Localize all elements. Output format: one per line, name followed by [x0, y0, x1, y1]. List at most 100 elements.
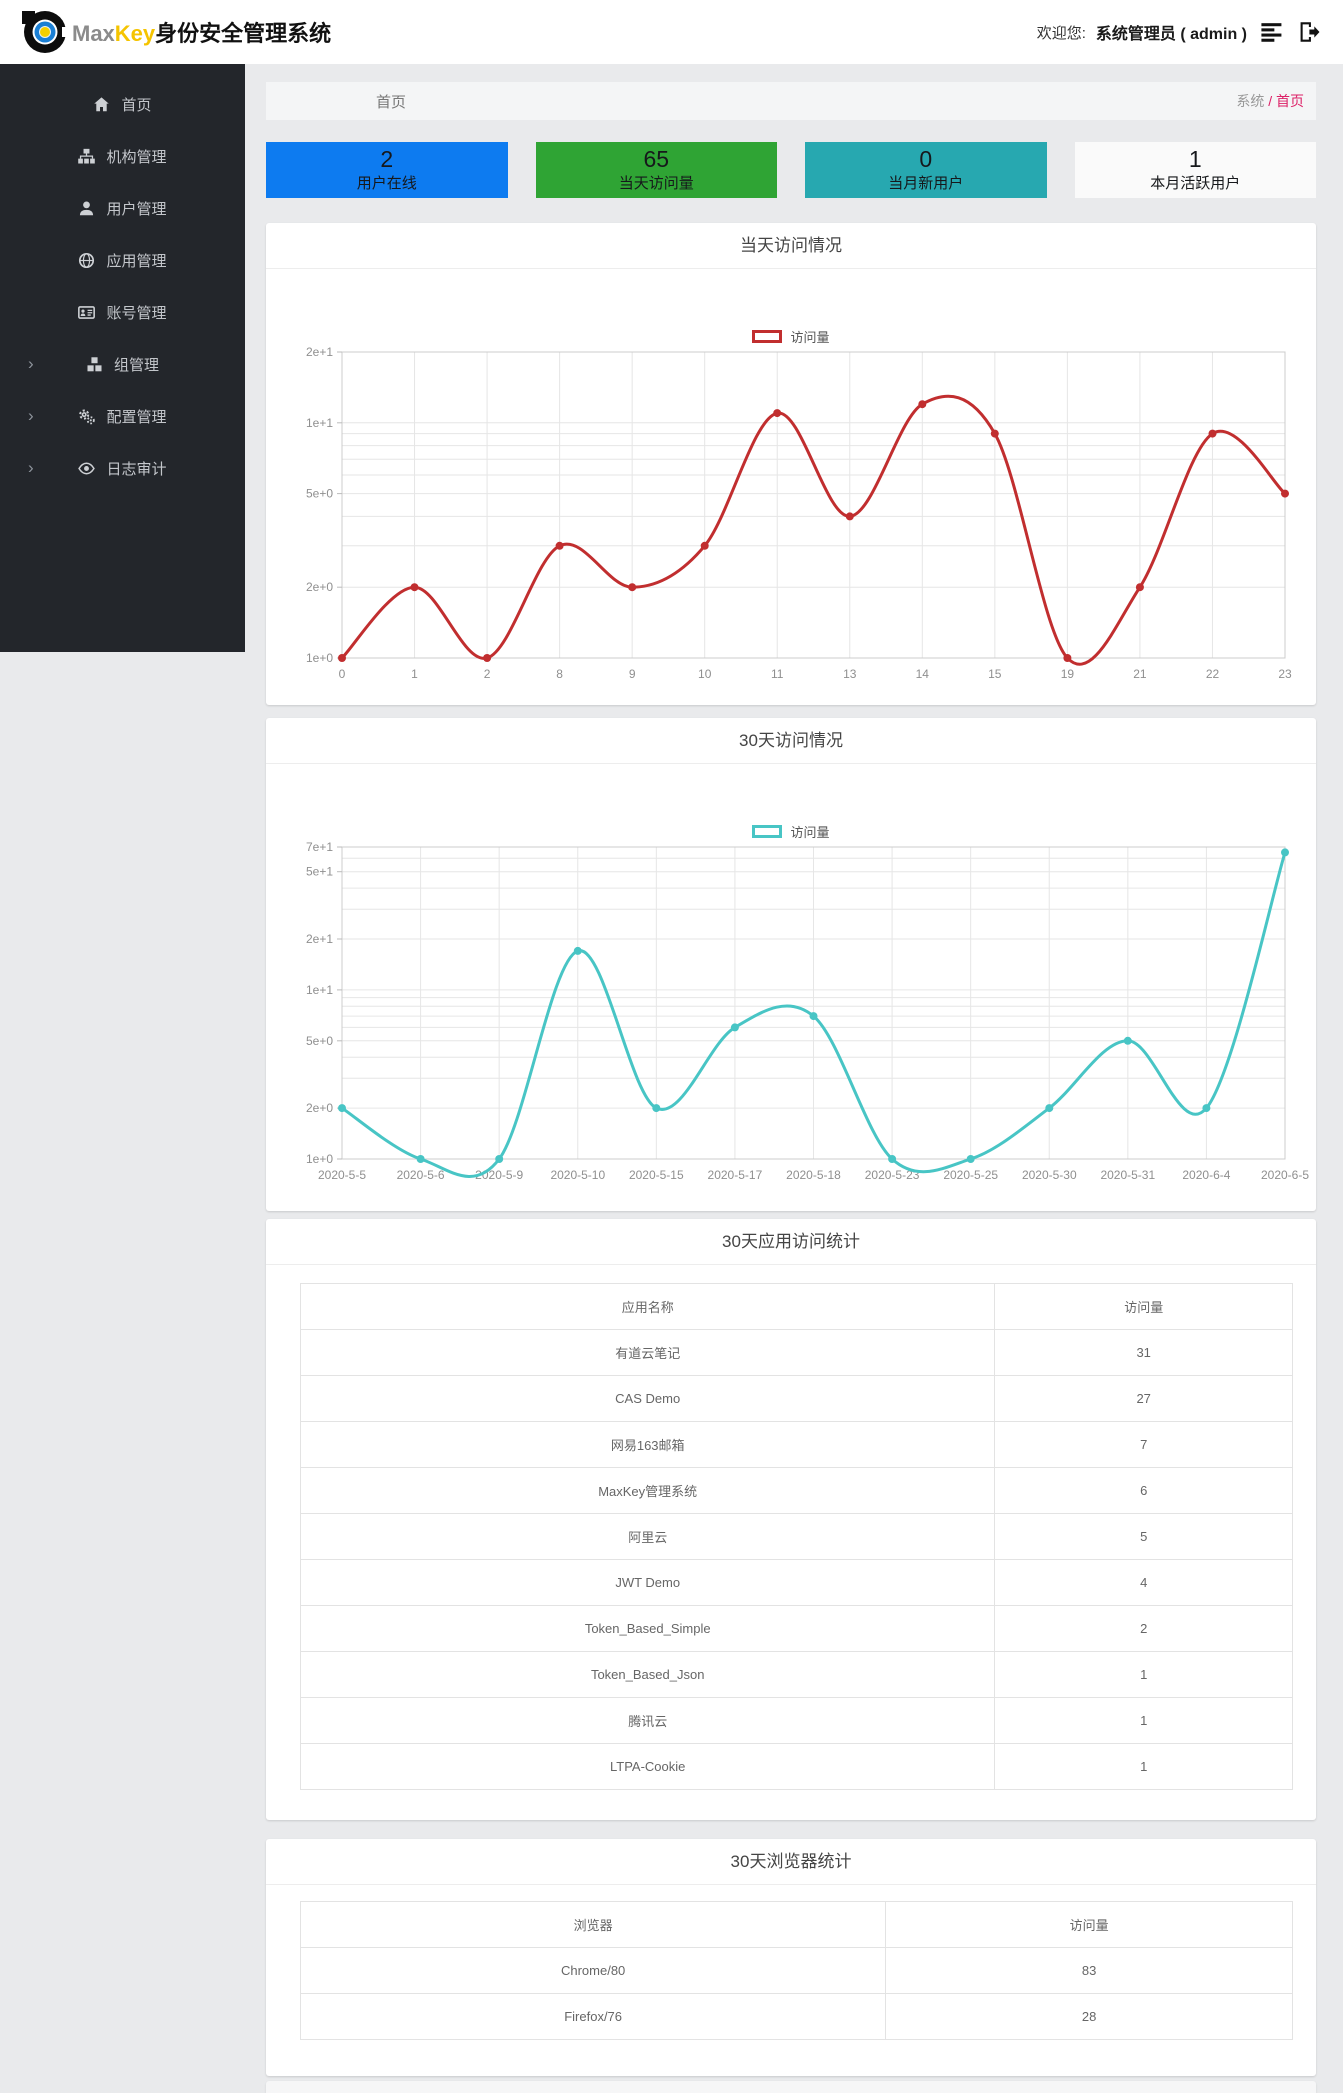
chart-legend: 访问量 — [266, 821, 1316, 841]
table-cell: CAS Demo — [299, 1375, 996, 1422]
sidebar-item-label: 应用管理 — [106, 252, 167, 270]
data-point — [888, 1155, 897, 1163]
table-row: JWT Demo 4 — [299, 1559, 1293, 1606]
y-tick-label: 2e+0 — [306, 1101, 333, 1115]
sidebar-item-label: 用户管理 — [106, 200, 167, 218]
table-cell: JWT Demo — [299, 1559, 996, 1606]
table-row: CAS Demo 27 — [299, 1375, 1293, 1422]
y-tick-label: 5e+1 — [306, 865, 333, 879]
stat-card-1: 65 当天访问量 — [535, 142, 777, 198]
eye-icon — [78, 462, 96, 474]
data-point — [1281, 489, 1289, 498]
table-cell: 27 — [994, 1375, 1293, 1422]
current-user[interactable]: 系统管理员 ( admin ) — [1095, 26, 1247, 43]
data-point — [652, 1104, 661, 1113]
table-row: MaxKey管理系统 6 — [299, 1467, 1293, 1514]
x-tick-label: 19 — [1061, 667, 1075, 681]
welcome-label: 欢迎您: — [1036, 24, 1086, 42]
list-menu-icon[interactable] — [1261, 22, 1283, 42]
data-point — [773, 409, 782, 418]
y-tick-label: 2e+1 — [306, 932, 333, 946]
series-line — [340, 394, 1287, 666]
maxkey-logo-icon — [22, 11, 68, 53]
table-cell: Token_Based_Json — [299, 1651, 996, 1698]
panel-30day-app-stats: 30天应用访问统计 应用名称 访问量 有道云笔记 31 CAS Demo 27 网易163邮… — [266, 1219, 1316, 1820]
data-point — [1135, 583, 1144, 592]
30day-visits-line-chart: 1e+0 2e+0 5e+0 1e+1 2e+1 5e+1 7e+1 2020-5-5 2020… — [306, 841, 1309, 1182]
table-cell: 5 — [994, 1513, 1293, 1560]
x-tick-label: 2020-5-5 — [318, 1168, 366, 1182]
x-tick-label: 13 — [843, 667, 857, 681]
panel-title: 30天应用访问统计 — [266, 1219, 1316, 1265]
table-row: 腾讯云 1 — [299, 1697, 1293, 1744]
sidebar-item-home[interactable]: 首页 — [0, 78, 245, 130]
table-row: Token_Based_Simple 2 — [299, 1605, 1293, 1652]
y-tick-label: 2e+0 — [306, 580, 333, 594]
home-icon — [94, 96, 110, 111]
table-cell: 7 — [994, 1421, 1293, 1468]
stat-label: 本月活跃用户 — [1150, 175, 1241, 192]
table-cell: 83 — [885, 1947, 1293, 1994]
y-tick-label: 5e+0 — [306, 1034, 333, 1048]
sidebar-item-globe[interactable]: 应用管理 — [0, 234, 245, 286]
sidebar-item-user[interactable]: 用户管理 — [0, 182, 245, 234]
x-tick-label: 10 — [698, 667, 712, 681]
y-tick-label: 2e+1 — [306, 346, 333, 359]
chevron-right-icon: › — [28, 406, 34, 425]
breadcrumb-section-link[interactable]: 系统 — [1236, 93, 1265, 109]
stat-card-0: 2 用户在线 — [266, 142, 508, 198]
column-header: 访问量 — [885, 1901, 1293, 1948]
data-point — [555, 541, 564, 550]
y-tick-label: 1e+1 — [306, 983, 333, 997]
stat-value: 2 — [380, 146, 394, 172]
y-tick-label: 1e+0 — [306, 1152, 333, 1166]
data-point — [1123, 1036, 1132, 1045]
x-tick-label: 11 — [771, 667, 784, 681]
sign-out-icon[interactable] — [1297, 21, 1321, 43]
table-cell: 有道云笔记 — [299, 1329, 996, 1376]
breadcrumb-current-link[interactable]: 首页 — [1276, 93, 1304, 109]
sidebar-item-cubes[interactable]: › 组管理 — [0, 338, 245, 390]
x-tick-label: 22 — [1206, 667, 1220, 681]
sidebar-item-id-card[interactable]: 账号管理 — [0, 286, 245, 338]
sidebar-item-gears[interactable]: › 配置管理 — [0, 390, 245, 442]
data-point — [1045, 1104, 1054, 1113]
data-point — [628, 583, 637, 592]
next-panel-edge — [266, 2081, 1316, 2093]
data-point — [730, 1023, 739, 1032]
data-point — [1281, 848, 1289, 857]
x-tick-label: 14 — [916, 667, 930, 681]
user-icon — [80, 200, 94, 215]
stat-cards: 2 用户在线 65 当天访问量 0 当月新用户 1 本月活跃用户 — [266, 142, 1316, 198]
app-visits-table: 应用名称 访问量 有道云笔记 31 CAS Demo 27 网易163邮箱 7 MaxKey管理… — [299, 1283, 1293, 1790]
x-tick-label: 21 — [1133, 667, 1147, 681]
x-tick-label: 2020-6-5 — [1261, 1168, 1309, 1182]
data-point — [410, 583, 419, 592]
y-tick-label: 7e+1 — [306, 841, 333, 854]
sidebar-item-label: 首页 — [121, 96, 152, 114]
table-cell: 1 — [994, 1743, 1293, 1790]
table-cell: 4 — [994, 1559, 1293, 1606]
sidebar-item-label: 日志审计 — [106, 460, 167, 478]
y-tick-label: 1e+1 — [306, 416, 333, 430]
x-tick-label: 2 — [484, 667, 491, 681]
table-cell: LTPA-Cookie — [299, 1743, 996, 1790]
stat-card-2: 0 当月新用户 — [805, 142, 1047, 198]
table-row: Chrome/80 83 — [299, 1947, 1293, 1994]
x-tick-label: 2020-5-15 — [629, 1168, 684, 1182]
panel-title: 当天访问情况 — [266, 223, 1316, 269]
panel-30day-visits: 30天访问情况 访问量 1e+0 2e+0 5e+0 1e+1 2e+1 5e+1 7e+1… — [266, 718, 1316, 1211]
sidebar: 首页 机构管理 用户管理 应用管理 账号管理 › 组管理 › 配置管理 › 日志审计 — [0, 64, 245, 652]
table-cell: Token_Based_Simple — [299, 1605, 996, 1652]
sidebar-item-sitemap[interactable]: 机构管理 — [0, 130, 245, 182]
breadcrumb: 首页 系统 / 首页 — [266, 82, 1316, 120]
data-point — [918, 400, 927, 409]
sidebar-item-eye[interactable]: › 日志审计 — [0, 442, 245, 494]
table-cell: MaxKey管理系统 — [299, 1467, 996, 1514]
sidebar-item-label: 账号管理 — [106, 304, 167, 322]
table-cell: 阿里云 — [299, 1513, 996, 1560]
legend-label: 访问量 — [790, 824, 830, 840]
app-title: MaxKey身份安全管理系统 — [72, 21, 332, 46]
table-cell: 腾讯云 — [299, 1697, 996, 1744]
data-point — [1208, 429, 1217, 438]
